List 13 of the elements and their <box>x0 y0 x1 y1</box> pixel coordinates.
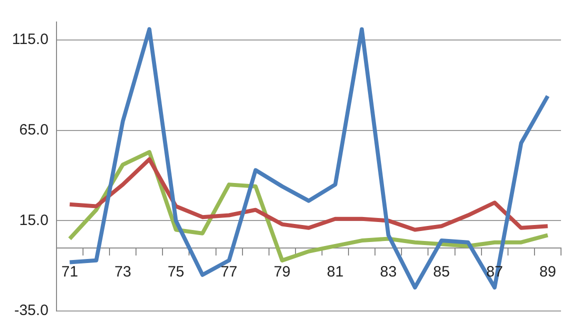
x-tick-label: 77 <box>220 263 238 280</box>
x-tick-label: 85 <box>433 263 450 280</box>
x-tick-label: 89 <box>539 263 556 280</box>
y-tick-label: -35.0 <box>14 302 48 320</box>
y-tick-label: 15.0 <box>19 212 48 229</box>
x-tick-label: 75 <box>168 263 184 280</box>
x-tick-label: 79 <box>274 263 290 280</box>
x-tick-label: 73 <box>114 263 132 280</box>
x-tick-label: 83 <box>380 263 397 280</box>
y-tick-label: 115.0 <box>12 31 48 48</box>
x-tick-label: 81 <box>326 263 344 280</box>
y-tick-label: 65.0 <box>19 122 48 139</box>
x-tick-label: 71 <box>61 263 78 280</box>
